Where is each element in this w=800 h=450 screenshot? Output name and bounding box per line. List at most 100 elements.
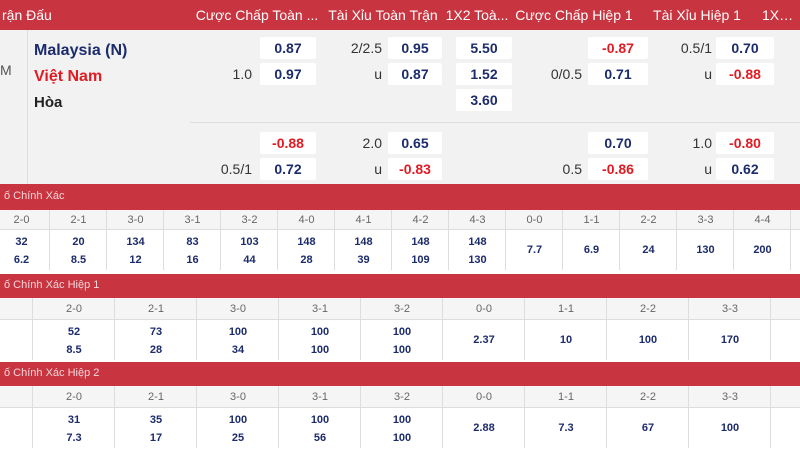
ah-full-alt-away-odds[interactable]: 0.72 bbox=[260, 158, 316, 180]
ah-half-home-odds[interactable]: -0.87 bbox=[588, 37, 648, 59]
correct-score-full-title[interactable]: ố Chính Xác bbox=[0, 184, 800, 210]
score-odds-away[interactable]: 8.5 bbox=[70, 254, 87, 266]
ah-full-alt-home-odds[interactable]: -0.88 bbox=[260, 132, 316, 154]
ah-half-alt-home-odds[interactable]: 0.70 bbox=[588, 132, 648, 154]
x12-full-draw-odds[interactable]: 3.60 bbox=[456, 89, 512, 111]
ou-half-alt-over-odds[interactable]: -0.80 bbox=[716, 132, 774, 154]
home-team-name[interactable]: Malaysia (N) bbox=[34, 42, 128, 59]
ou-half-under-odds[interactable]: -0.88 bbox=[716, 63, 774, 85]
score-column-divider bbox=[114, 298, 115, 360]
ou-full-over-odds[interactable]: 0.95 bbox=[388, 37, 442, 59]
score-odds-away[interactable]: 100 bbox=[310, 344, 330, 356]
score-odds-home[interactable]: 83 bbox=[186, 236, 199, 248]
score-odds-home[interactable]: 100 bbox=[228, 414, 248, 426]
score-odds-home[interactable]: 100 bbox=[310, 326, 330, 338]
score-odds-home[interactable]: 100 bbox=[638, 334, 658, 346]
score-odds-home[interactable]: 24 bbox=[642, 244, 655, 256]
score-odds-away[interactable]: 34 bbox=[231, 344, 245, 356]
score-column-divider bbox=[770, 386, 771, 448]
score-odds-home[interactable]: 200 bbox=[753, 244, 772, 256]
score-odds-home[interactable]: 7.7 bbox=[526, 244, 543, 256]
correct-score-h2-title[interactable]: ố Chính Xác Hiệp 2 bbox=[0, 362, 800, 386]
score-column-divider bbox=[106, 210, 107, 270]
ah-full-home-odds[interactable]: 0.87 bbox=[260, 37, 316, 59]
score-odds-away[interactable]: 130 bbox=[468, 254, 487, 266]
score-odds-home[interactable]: 100 bbox=[392, 414, 412, 426]
score-odds-away bbox=[443, 430, 525, 448]
score-label: 2-0 bbox=[66, 303, 82, 315]
score-odds-away[interactable]: 44 bbox=[243, 254, 256, 266]
ou-full-under-odds[interactable]: 0.87 bbox=[388, 63, 442, 85]
x12-full-away-odds[interactable]: 1.52 bbox=[456, 63, 512, 85]
ou-full-alt-over-odds[interactable]: 0.65 bbox=[388, 132, 442, 154]
score-odds-home[interactable]: 3 bbox=[0, 324, 33, 342]
score-odds-home[interactable]: 7.3 bbox=[558, 422, 574, 434]
correct-score-full-headrow bbox=[0, 210, 800, 230]
score-odds-home[interactable]: 32 bbox=[15, 236, 28, 248]
score-odds-home[interactable]: 67 bbox=[641, 422, 655, 434]
score-odds-home[interactable]: 2.37 bbox=[473, 334, 495, 346]
ah-half-away-odds[interactable]: 0.71 bbox=[588, 63, 648, 85]
score-odds-away[interactable]: 6.2 bbox=[13, 254, 30, 266]
score-odds-home[interactable]: 100 bbox=[228, 326, 248, 338]
ou-half-alt-under-odds[interactable]: 0.62 bbox=[716, 158, 774, 180]
col-header-ah-half[interactable]: Cược Chấp Hiệp 1 bbox=[512, 0, 636, 30]
score-label bbox=[0, 298, 33, 320]
score-odds-away[interactable]: 100 bbox=[392, 344, 412, 356]
score-odds-home[interactable]: 130 bbox=[696, 244, 715, 256]
x12-full-home-odds[interactable]: 5.50 bbox=[456, 37, 512, 59]
score-odds-home[interactable]: 100 bbox=[392, 326, 412, 338]
score-odds-home[interactable]: 2.88 bbox=[473, 422, 495, 434]
score-odds-away[interactable]: 39 bbox=[357, 254, 370, 266]
score-column-divider bbox=[277, 210, 278, 270]
score-odds-away[interactable]: 16 bbox=[186, 254, 199, 266]
score-odds-away[interactable]: 2 bbox=[0, 342, 33, 360]
col-header-1x2-half[interactable]: 1X2 Hi bbox=[762, 0, 800, 30]
ou-full-alt-under-odds[interactable]: -0.83 bbox=[388, 158, 442, 180]
score-odds-away[interactable]: 28 bbox=[149, 344, 163, 356]
ah-full-away-odds[interactable]: 0.97 bbox=[260, 63, 316, 85]
score-odds-home[interactable]: 73 bbox=[149, 326, 163, 338]
col-header-ou-full[interactable]: Tài Xỉu Toàn Trận bbox=[324, 0, 442, 30]
score-odds-home[interactable]: 100 bbox=[720, 422, 740, 434]
score-odds-home[interactable]: 35 bbox=[149, 414, 163, 426]
score-odds-away[interactable]: 25 bbox=[231, 432, 245, 444]
score-odds-away[interactable]: 12 bbox=[129, 254, 142, 266]
ou-half-unit: u bbox=[704, 66, 712, 82]
score-odds-home[interactable]: 148 bbox=[354, 236, 373, 248]
score-odds-home[interactable]: 31 bbox=[67, 414, 81, 426]
score-odds-home[interactable]: 10 bbox=[559, 334, 573, 346]
away-team-name[interactable]: Việt Nam bbox=[34, 68, 103, 85]
col-header-match[interactable]: rận Đấu bbox=[0, 0, 180, 30]
score-odds-away[interactable]: 17 bbox=[149, 432, 163, 444]
score-odds-home[interactable]: 5 bbox=[0, 412, 33, 430]
score-odds-home[interactable]: 148 bbox=[468, 236, 487, 248]
score-label: 1-1 bbox=[558, 303, 574, 315]
score-odds-home[interactable]: 170 bbox=[720, 334, 740, 346]
score-odds-home[interactable]: 103 bbox=[240, 236, 259, 248]
score-odds-home[interactable]: 148 bbox=[297, 236, 316, 248]
score-odds-away[interactable]: 7.3 bbox=[66, 432, 82, 444]
score-odds-home[interactable]: 6.9 bbox=[583, 244, 600, 256]
score-odds-away[interactable]: 8.5 bbox=[66, 344, 82, 356]
score-odds-away[interactable]: 5 bbox=[0, 430, 33, 448]
ah-half-alt-away-odds[interactable]: -0.86 bbox=[588, 158, 648, 180]
col-header-1x2-full[interactable]: 1X2 Toà... bbox=[442, 0, 512, 30]
score-odds-home[interactable]: 100 bbox=[310, 414, 330, 426]
col-header-ah-full[interactable]: Cược Chấp Toàn ... bbox=[190, 0, 324, 30]
ou-half-over-odds[interactable]: 0.70 bbox=[716, 37, 774, 59]
score-odds-away[interactable]: 100 bbox=[392, 432, 412, 444]
score-odds-away[interactable]: 56 bbox=[313, 432, 327, 444]
score-column-divider bbox=[442, 386, 443, 448]
score-column-divider bbox=[442, 298, 443, 360]
col-header-ou-half[interactable]: Tài Xỉu Hiệp 1 bbox=[636, 0, 758, 30]
score-odds-home[interactable]: 52 bbox=[67, 326, 81, 338]
correct-score-h1-title[interactable]: ố Chính Xác Hiệp 1 bbox=[0, 274, 800, 298]
score-odds-home[interactable]: 134 bbox=[126, 236, 145, 248]
score-odds-away[interactable]: 28 bbox=[300, 254, 313, 266]
score-odds-away bbox=[607, 430, 689, 448]
score-odds-home[interactable]: 20 bbox=[72, 236, 85, 248]
score-label: 4-3 bbox=[469, 214, 486, 226]
score-odds-away[interactable]: 109 bbox=[411, 254, 430, 266]
score-odds-home[interactable]: 148 bbox=[411, 236, 430, 248]
